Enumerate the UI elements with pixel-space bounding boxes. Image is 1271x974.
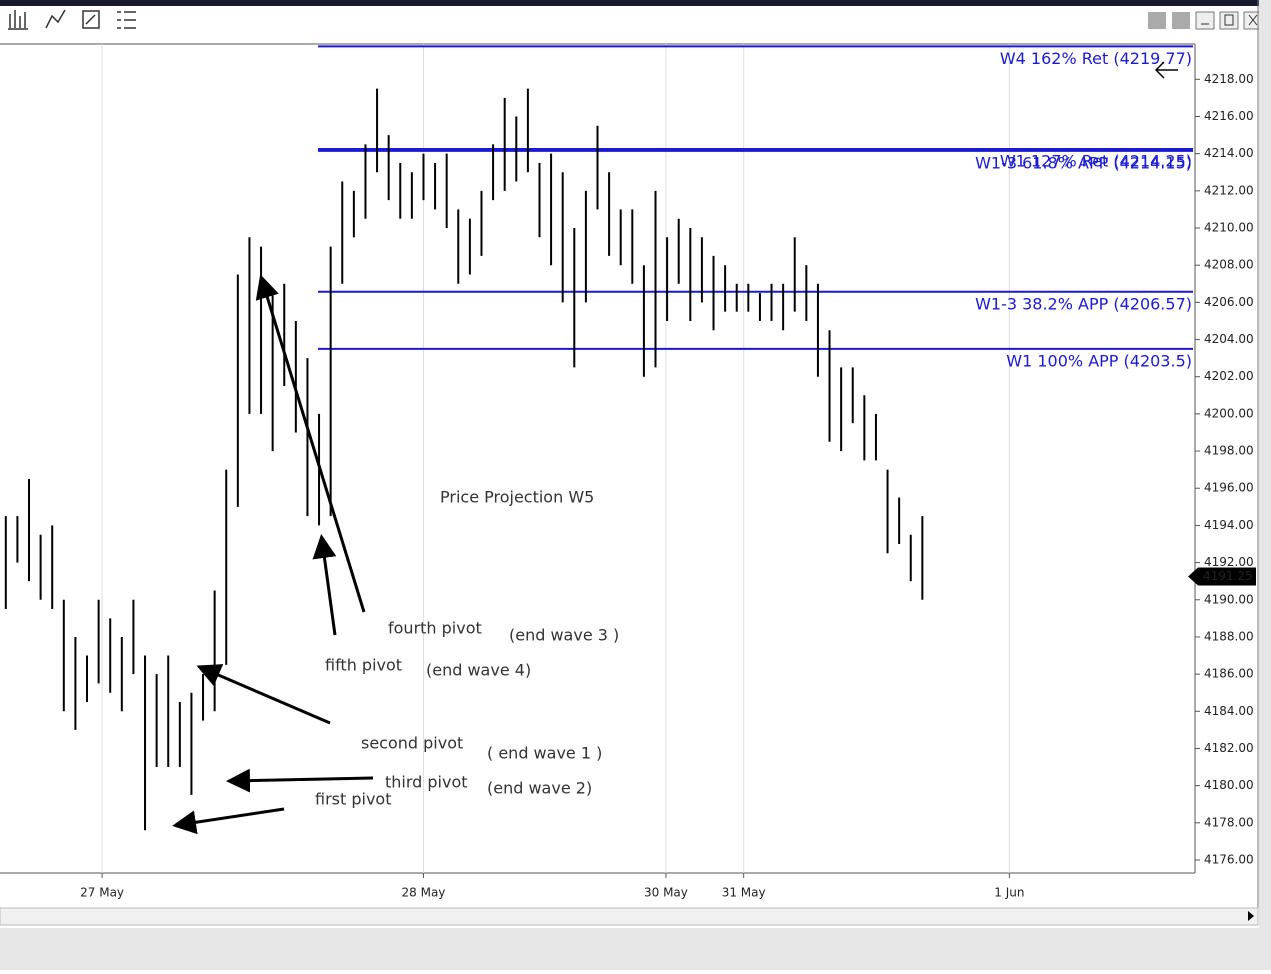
list-icon[interactable] xyxy=(117,11,136,29)
level-label: W1-3 38.2% APP (4206.57) xyxy=(975,294,1192,313)
toolbar xyxy=(0,6,1258,36)
plot: 27 May 28 May 30 May 31 May 1 Jun 4176.00 4178… xyxy=(4,44,1256,900)
annotation: (end wave 2) xyxy=(487,779,592,798)
y-tick-label: 4178.00 xyxy=(1204,815,1254,829)
indicator-icon[interactable] xyxy=(45,9,66,29)
last-price-tag xyxy=(1188,567,1256,586)
y-tick-label: 4208.00 xyxy=(1204,258,1254,272)
annotation: Price Projection W5 xyxy=(440,488,594,507)
y-tick-label: 4202.00 xyxy=(1204,369,1254,383)
last-price-label: 4191.25 xyxy=(1203,569,1253,583)
strategy-icon[interactable] xyxy=(82,10,100,29)
x-tick-label: 31 May xyxy=(722,886,766,900)
x-tick-label: 1 Jun xyxy=(994,886,1024,900)
annotations: Price Projection W5 fourth pivot (end wa… xyxy=(172,61,1178,835)
y-tick-label: 4206.00 xyxy=(1204,295,1254,309)
y-tick-label: 4194.00 xyxy=(1204,518,1254,532)
x-tick-label: 30 May xyxy=(644,886,688,900)
y-tick-label: 4216.00 xyxy=(1204,109,1254,123)
y-tick-label: 4190.00 xyxy=(1204,592,1254,606)
y-tick-label: 4204.00 xyxy=(1204,332,1254,346)
x-tick-label: 28 May xyxy=(402,886,446,900)
side-strip xyxy=(1259,0,1271,970)
y-tick-label: 4182.00 xyxy=(1204,741,1254,755)
scrollbar[interactable] xyxy=(0,907,1259,926)
window-buttons[interactable] xyxy=(1148,11,1263,30)
level-label: W1 127% Ret (4214.25) xyxy=(1000,152,1192,171)
y-tick-label: 4188.00 xyxy=(1204,629,1254,643)
annotation: second pivot xyxy=(361,734,463,753)
y-tick-label: 4176.00 xyxy=(1204,852,1254,866)
annotation: ( end wave 1 ) xyxy=(487,744,602,763)
y-tick-label: 4192.00 xyxy=(1204,555,1254,569)
arrows xyxy=(172,274,374,835)
y-tick-label: 4186.00 xyxy=(1204,667,1254,681)
annotation: fourth pivot xyxy=(388,619,482,638)
cursor xyxy=(1154,61,1178,79)
scroll-arrow[interactable] xyxy=(1248,911,1254,921)
y-tick-label: 4184.00 xyxy=(1204,704,1254,718)
y-tick-label: 4180.00 xyxy=(1204,778,1254,792)
x-tick-label: 27 May xyxy=(80,886,124,900)
level-label: W1 100% APP (4203.5) xyxy=(1006,351,1192,370)
bars-icon[interactable] xyxy=(8,10,28,30)
annotation: first pivot xyxy=(315,790,391,809)
status-bar xyxy=(0,928,1271,970)
level-label: W4 162% Ret (4219.77) xyxy=(1000,49,1192,68)
annotation: (end wave 4) xyxy=(426,661,531,680)
top-strip xyxy=(0,0,1271,6)
y-tick-label: 4200.00 xyxy=(1204,406,1254,420)
annotation: third pivot xyxy=(385,773,468,792)
y-tick-label: 4214.00 xyxy=(1204,146,1254,160)
y-tick-label: 4212.00 xyxy=(1204,183,1254,197)
y-tick-label: 4218.00 xyxy=(1204,72,1254,86)
annotation: fifth pivot xyxy=(325,656,402,675)
annotation: (end wave 3 ) xyxy=(509,626,619,645)
y-tick-label: 4196.00 xyxy=(1204,481,1254,495)
y-tick-label: 4210.00 xyxy=(1204,221,1254,235)
level-label: W1-3 61.8% APP (4214.15) xyxy=(975,153,1192,172)
y-tick-label: 4198.00 xyxy=(1204,444,1254,458)
chart-panel xyxy=(0,36,1258,906)
